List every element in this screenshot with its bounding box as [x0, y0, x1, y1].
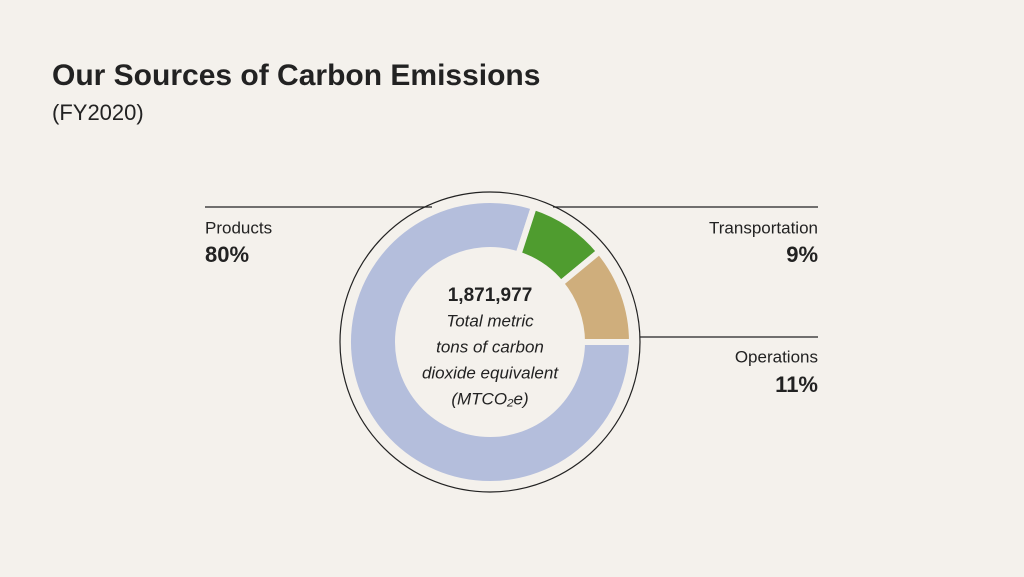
center-total: 1,871,977: [448, 285, 533, 306]
slice-label: Transportation: [709, 218, 818, 237]
chart-title: Our Sources of Carbon Emissions: [52, 59, 540, 92]
pie-slice: [345, 197, 635, 487]
slice-label: Products: [205, 218, 272, 237]
pie-slice: [557, 248, 635, 345]
chart-subtitle: (FY2020): [52, 100, 144, 125]
value-label: 80%: [205, 242, 249, 267]
value-label: 11%: [775, 372, 818, 397]
center-caption: dioxide equivalent: [422, 363, 559, 382]
center-caption: tons of carbon: [436, 337, 544, 356]
center-caption: Total metric: [446, 311, 534, 330]
outer-ring: [339, 191, 641, 493]
center-caption: (MTCO₂e): [451, 389, 528, 408]
slice-label: Operations: [735, 347, 818, 366]
value-label: 9%: [786, 242, 818, 267]
